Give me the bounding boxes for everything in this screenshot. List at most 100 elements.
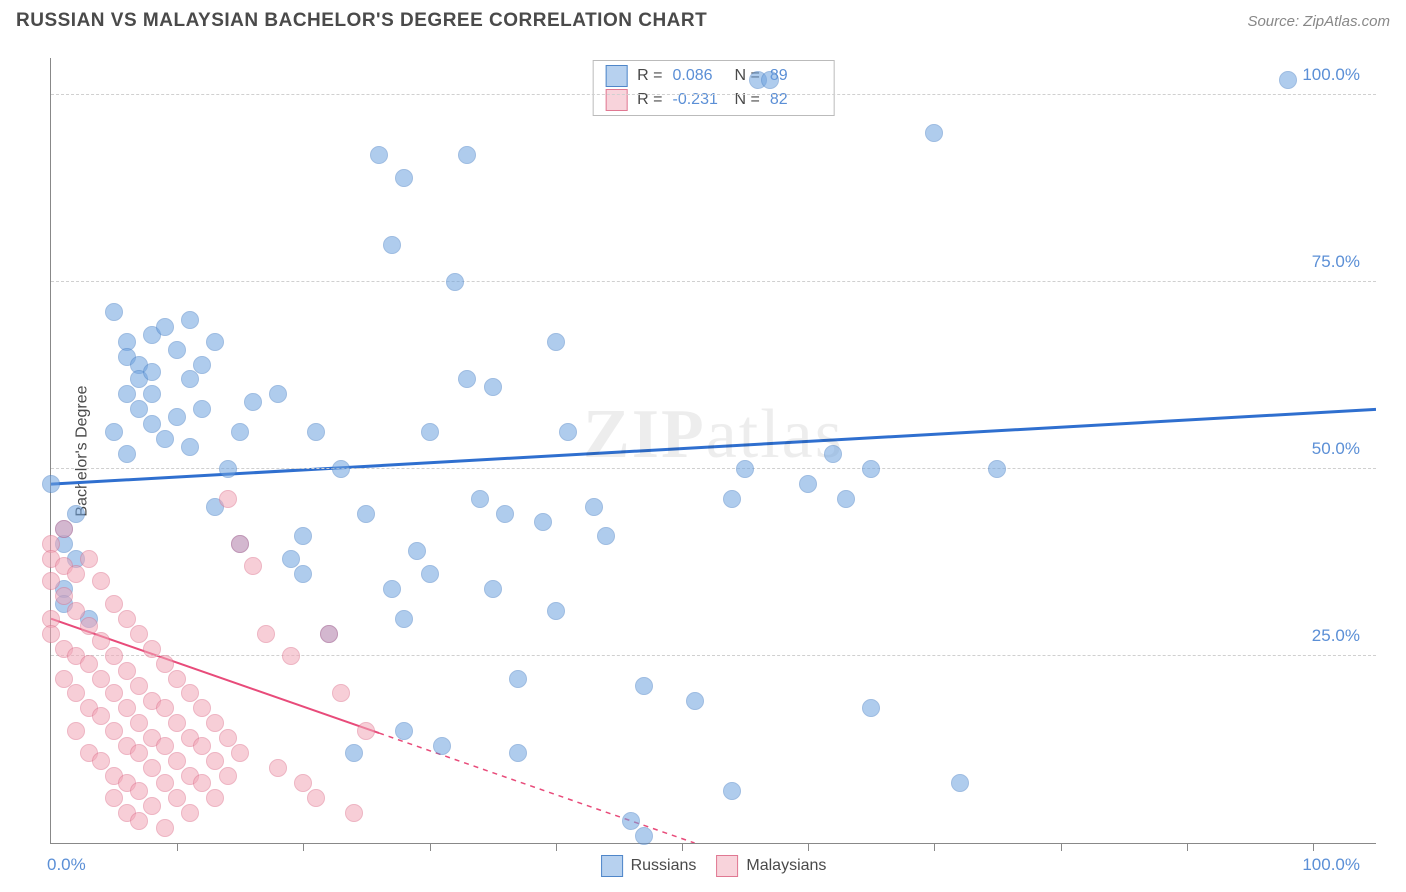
data-point <box>118 699 136 717</box>
data-point <box>143 797 161 815</box>
data-point <box>156 819 174 837</box>
legend-swatch <box>605 65 627 87</box>
data-point <box>484 580 502 598</box>
x-tick <box>682 843 683 851</box>
data-point <box>357 722 375 740</box>
data-point <box>181 684 199 702</box>
data-point <box>231 423 249 441</box>
data-point <box>55 587 73 605</box>
legend-stat-row: R =-0.231N =82 <box>605 89 822 111</box>
chart-title: RUSSIAN VS MALAYSIAN BACHELOR'S DEGREE C… <box>16 10 707 32</box>
y-tick-label: 75.0% <box>1312 252 1360 272</box>
data-point <box>143 385 161 403</box>
data-point <box>496 505 514 523</box>
data-point <box>862 460 880 478</box>
data-point <box>294 527 312 545</box>
data-point <box>219 767 237 785</box>
data-point <box>92 752 110 770</box>
data-point <box>370 146 388 164</box>
data-point <box>67 684 85 702</box>
data-point <box>143 640 161 658</box>
x-tick <box>1061 843 1062 851</box>
data-point <box>408 542 426 560</box>
data-point <box>130 677 148 695</box>
data-point <box>269 759 287 777</box>
data-point <box>105 595 123 613</box>
data-point <box>736 460 754 478</box>
data-point <box>206 752 224 770</box>
data-point <box>105 684 123 702</box>
data-point <box>332 684 350 702</box>
gridline <box>51 468 1376 469</box>
data-point <box>206 789 224 807</box>
data-point <box>156 318 174 336</box>
r-label: R = <box>637 67 662 85</box>
data-point <box>395 610 413 628</box>
data-point <box>130 625 148 643</box>
legend-swatch <box>605 89 627 111</box>
legend-swatch <box>716 855 738 877</box>
y-tick-label: 50.0% <box>1312 439 1360 459</box>
data-point <box>156 430 174 448</box>
data-point <box>294 565 312 583</box>
data-point <box>42 475 60 493</box>
data-point <box>105 423 123 441</box>
gridline <box>51 94 1376 95</box>
data-point <box>168 670 186 688</box>
data-point <box>458 370 476 388</box>
data-point <box>824 445 842 463</box>
legend-series-item: Russians <box>601 855 697 877</box>
data-point <box>988 460 1006 478</box>
data-point <box>799 475 817 493</box>
watermark: ZIPatlas <box>583 395 844 475</box>
legend-series-item: Malaysians <box>716 855 826 877</box>
data-point <box>143 363 161 381</box>
data-point <box>143 759 161 777</box>
data-point <box>951 774 969 792</box>
data-point <box>67 602 85 620</box>
data-point <box>257 625 275 643</box>
data-point <box>130 782 148 800</box>
data-point <box>395 169 413 187</box>
data-point <box>307 789 325 807</box>
data-point <box>181 438 199 456</box>
data-point <box>282 550 300 568</box>
data-point <box>92 572 110 590</box>
data-point <box>92 632 110 650</box>
data-point <box>219 729 237 747</box>
legend-stat-row: R =0.086N =89 <box>605 65 822 87</box>
data-point <box>282 647 300 665</box>
data-point <box>395 722 413 740</box>
data-point <box>181 804 199 822</box>
data-point <box>105 789 123 807</box>
trend-lines <box>51 58 1376 843</box>
data-point <box>130 714 148 732</box>
data-point <box>231 535 249 553</box>
data-point <box>421 565 439 583</box>
legend-series-label: Russians <box>631 857 697 875</box>
data-point <box>1279 71 1297 89</box>
data-point <box>105 647 123 665</box>
data-point <box>143 415 161 433</box>
data-point <box>168 341 186 359</box>
x-axis-max-label: 100.0% <box>1302 855 1360 875</box>
data-point <box>118 662 136 680</box>
data-point <box>471 490 489 508</box>
data-point <box>547 602 565 620</box>
gridline <box>51 281 1376 282</box>
x-tick <box>1187 843 1188 851</box>
data-point <box>585 498 603 516</box>
data-point <box>42 572 60 590</box>
x-tick <box>177 843 178 851</box>
data-point <box>67 722 85 740</box>
y-tick-label: 25.0% <box>1312 626 1360 646</box>
data-point <box>168 789 186 807</box>
data-point <box>92 707 110 725</box>
data-point <box>156 699 174 717</box>
data-point <box>219 490 237 508</box>
data-point <box>80 655 98 673</box>
data-point <box>723 782 741 800</box>
data-point <box>925 124 943 142</box>
chart-source: Source: ZipAtlas.com <box>1247 13 1390 30</box>
data-point <box>206 333 224 351</box>
